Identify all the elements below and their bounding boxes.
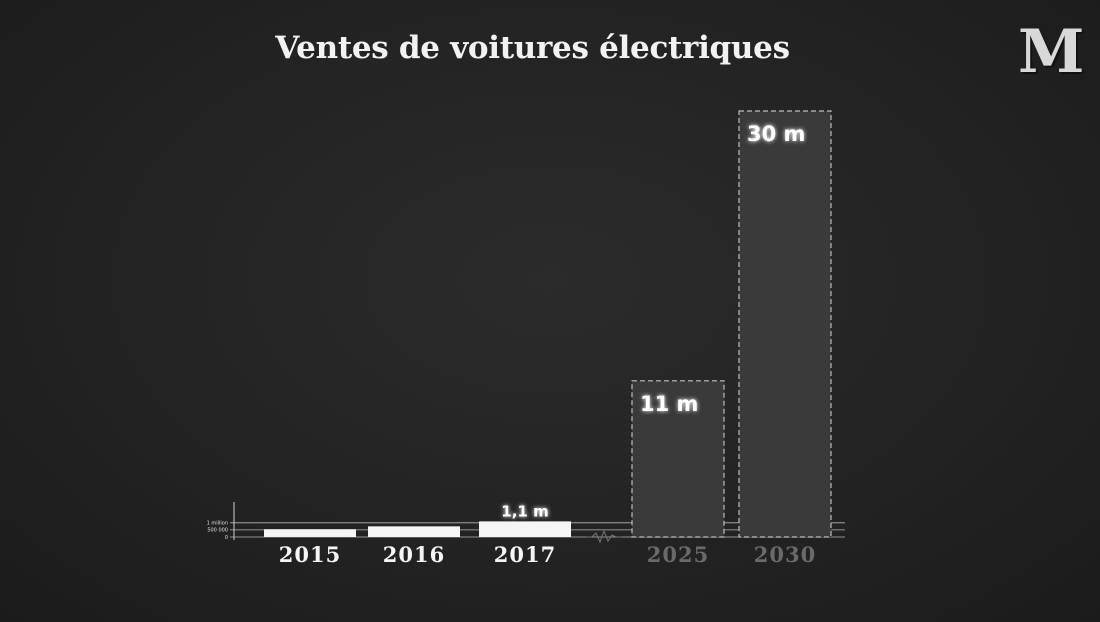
x-tick-label: 2025 [647, 542, 709, 567]
axis-break [586, 529, 622, 544]
x-tick-label: 2030 [754, 542, 816, 567]
data-label: 1,1 m [501, 502, 548, 520]
bar [368, 526, 460, 537]
x-tick-label: 2016 [383, 542, 445, 567]
bar [479, 521, 571, 537]
le-monde-logo: M [1018, 17, 1085, 87]
bar [738, 110, 832, 538]
data-label: 11 m [640, 392, 698, 416]
bar [631, 380, 725, 538]
bar [264, 529, 356, 537]
chart-labels: 2015 2016 2017 1,1 m 2025 11 m 2030 30 m [279, 122, 816, 567]
data-label: 30 m [747, 122, 805, 146]
y-tick-label: 1 million [207, 521, 228, 527]
y-tick-label: 500 000 [207, 528, 228, 534]
x-tick-label: 2015 [279, 542, 341, 567]
chart-title: Ventes de voitures électriques [275, 30, 790, 66]
x-tick-label: 2017 [494, 542, 556, 567]
y-tick-label: 0 [225, 535, 228, 541]
chart-bars [264, 110, 832, 538]
